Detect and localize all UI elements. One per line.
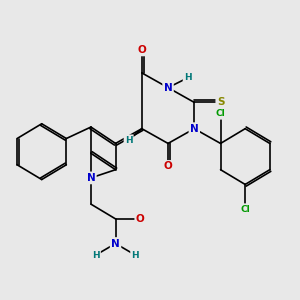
Text: O: O — [164, 161, 172, 171]
Text: H: H — [184, 73, 191, 82]
Text: S: S — [217, 98, 224, 107]
Text: H: H — [92, 250, 100, 260]
Text: N: N — [87, 173, 95, 183]
Text: N: N — [111, 238, 120, 248]
Text: H: H — [131, 250, 139, 260]
Text: O: O — [136, 214, 145, 224]
Text: Cl: Cl — [216, 110, 225, 118]
Text: N: N — [164, 83, 172, 93]
Text: H: H — [125, 136, 133, 145]
Text: Cl: Cl — [240, 205, 250, 214]
Text: O: O — [137, 45, 146, 55]
Text: N: N — [190, 124, 199, 134]
